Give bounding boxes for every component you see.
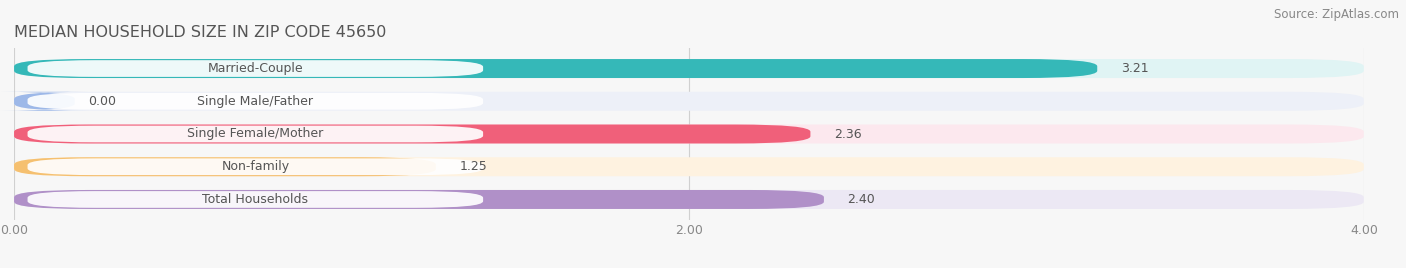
- FancyBboxPatch shape: [14, 157, 1364, 176]
- Text: 1.25: 1.25: [460, 160, 488, 173]
- FancyBboxPatch shape: [14, 190, 1364, 209]
- FancyBboxPatch shape: [14, 92, 1364, 111]
- FancyBboxPatch shape: [14, 190, 824, 209]
- FancyBboxPatch shape: [28, 93, 484, 110]
- Text: 3.21: 3.21: [1121, 62, 1149, 75]
- Text: Single Male/Father: Single Male/Father: [197, 95, 314, 108]
- FancyBboxPatch shape: [14, 59, 1097, 78]
- Text: MEDIAN HOUSEHOLD SIZE IN ZIP CODE 45650: MEDIAN HOUSEHOLD SIZE IN ZIP CODE 45650: [14, 25, 387, 40]
- FancyBboxPatch shape: [28, 158, 484, 175]
- FancyBboxPatch shape: [0, 92, 89, 111]
- FancyBboxPatch shape: [28, 60, 484, 77]
- Text: Source: ZipAtlas.com: Source: ZipAtlas.com: [1274, 8, 1399, 21]
- Text: Married-Couple: Married-Couple: [208, 62, 304, 75]
- FancyBboxPatch shape: [14, 59, 1364, 78]
- Text: Total Households: Total Households: [202, 193, 308, 206]
- Text: 2.36: 2.36: [834, 128, 862, 140]
- FancyBboxPatch shape: [14, 125, 1364, 143]
- Text: 2.40: 2.40: [848, 193, 876, 206]
- FancyBboxPatch shape: [28, 191, 484, 208]
- FancyBboxPatch shape: [14, 157, 436, 176]
- FancyBboxPatch shape: [14, 125, 810, 143]
- Text: 0.00: 0.00: [89, 95, 117, 108]
- Text: Single Female/Mother: Single Female/Mother: [187, 128, 323, 140]
- Text: Non-family: Non-family: [221, 160, 290, 173]
- FancyBboxPatch shape: [28, 126, 484, 142]
